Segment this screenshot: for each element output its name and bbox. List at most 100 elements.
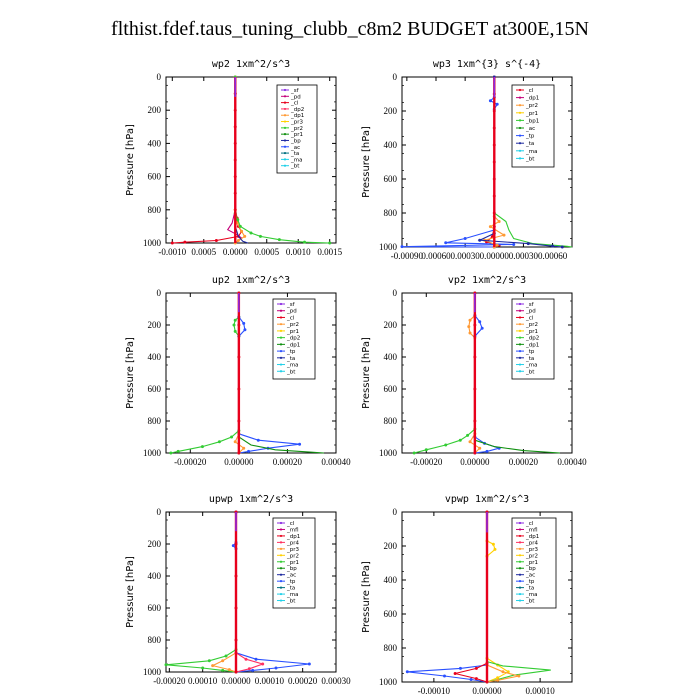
data-point bbox=[298, 442, 302, 446]
series-line bbox=[486, 512, 510, 683]
data-point bbox=[170, 241, 174, 245]
y-tick-label: 200 bbox=[384, 320, 398, 330]
data-point bbox=[512, 242, 516, 246]
chart-title: upwp 1xm^2/s^3 bbox=[209, 494, 293, 505]
legend-marker bbox=[283, 151, 287, 155]
x-tick-label: 0.00010 bbox=[526, 686, 556, 696]
data-point bbox=[274, 666, 278, 670]
x-tick-label: 0.00030 bbox=[321, 676, 351, 686]
legend-marker bbox=[518, 329, 522, 333]
data-point bbox=[236, 239, 240, 243]
legend-marker bbox=[518, 349, 522, 353]
data-point bbox=[463, 237, 467, 240]
legend-marker bbox=[279, 547, 283, 550]
legend-marker bbox=[283, 114, 287, 117]
y-axis-label: Pressure [hPa] bbox=[361, 337, 372, 409]
legend-box bbox=[272, 517, 316, 609]
legend-entry: _cl bbox=[525, 315, 534, 321]
data-point bbox=[496, 678, 500, 682]
legend-entry: _dp1 bbox=[290, 113, 304, 119]
chart-panel: wp3 1xm^{3} s^{-4} Pressure [hPa] 0 200 400 6… bbox=[361, 59, 573, 261]
legend-box bbox=[511, 298, 555, 380]
data-point bbox=[412, 451, 416, 455]
legend-entry: _pr2 bbox=[525, 322, 538, 328]
legend-entry: _dp2 bbox=[290, 107, 304, 113]
data-point bbox=[496, 676, 500, 680]
legend-entry: _sf bbox=[525, 302, 535, 308]
legend-marker bbox=[518, 134, 522, 137]
x-tick-label: 0.00060 bbox=[538, 251, 568, 261]
data-point bbox=[488, 99, 492, 103]
data-point bbox=[233, 318, 237, 322]
legend-box bbox=[511, 517, 557, 609]
data-point bbox=[467, 325, 471, 329]
legend-entry: _bt bbox=[286, 599, 296, 605]
legend-marker bbox=[518, 528, 522, 531]
data-point bbox=[258, 234, 262, 238]
y-axis-label: Pressure [hPa] bbox=[125, 556, 136, 628]
y-tick-label: 0 bbox=[393, 507, 398, 517]
legend-marker bbox=[518, 567, 522, 570]
data-point bbox=[232, 323, 236, 327]
plot-frame bbox=[165, 292, 337, 454]
legend-entry: _pd bbox=[290, 94, 301, 100]
legend-marker bbox=[279, 343, 283, 346]
data-point bbox=[242, 321, 246, 325]
legend-entry: _dp1 bbox=[286, 534, 300, 540]
data-point bbox=[444, 241, 448, 245]
y-tick-label: 1000 bbox=[379, 677, 398, 687]
x-tick-label: 0.0005 bbox=[191, 247, 216, 257]
data-point bbox=[469, 677, 473, 681]
legend-entry: _dp1 bbox=[525, 96, 539, 102]
chart-title: up2 1xm^2/s^3 bbox=[212, 275, 290, 286]
legend-marker bbox=[518, 580, 522, 583]
series-line bbox=[407, 512, 488, 683]
y-tick-label: 800 bbox=[148, 205, 162, 215]
legend-marker bbox=[518, 336, 522, 339]
y-axis-label: Pressure [hPa] bbox=[361, 126, 372, 198]
data-point bbox=[466, 433, 470, 437]
legend-marker bbox=[283, 133, 287, 136]
chart-title: wp3 1xm^{3} s^{-4} bbox=[433, 59, 541, 70]
data-point bbox=[468, 331, 472, 335]
legend-marker bbox=[279, 599, 283, 602]
legend-entry: _ta bbox=[525, 356, 534, 362]
legend-marker bbox=[279, 323, 283, 326]
legend-marker bbox=[279, 580, 283, 583]
x-tick-label: 0.00040 bbox=[557, 457, 587, 467]
y-tick-label: 400 bbox=[384, 575, 398, 585]
legend-entry: _pr2 bbox=[290, 126, 303, 132]
plot-frame bbox=[165, 76, 337, 244]
legend-entry: _ma bbox=[290, 157, 302, 163]
y-axis-label: Pressure [hPa] bbox=[361, 561, 372, 633]
legend-marker bbox=[283, 120, 287, 123]
data-point bbox=[247, 449, 251, 453]
data-point bbox=[328, 241, 332, 245]
legend-marker bbox=[279, 336, 283, 339]
legend-entry: _tp bbox=[525, 349, 535, 355]
legend-marker bbox=[279, 586, 283, 589]
data-point bbox=[551, 244, 555, 248]
legend-entry: _dp1 bbox=[286, 342, 300, 348]
y-tick-label: 200 bbox=[148, 320, 162, 330]
legend-marker bbox=[518, 573, 522, 576]
y-tick-label: 1000 bbox=[379, 448, 398, 458]
legend-entry: _pr1 bbox=[525, 111, 538, 117]
chart-panel: vp2 1xm^2/s^3 Pressure [hPa] 0 200 400 600 800… bbox=[361, 275, 587, 467]
legend-marker bbox=[283, 164, 287, 167]
legend-entry: _sf bbox=[286, 302, 296, 308]
data-point bbox=[517, 674, 521, 678]
data-point bbox=[443, 674, 446, 678]
y-tick-label: 600 bbox=[148, 384, 162, 394]
x-tick-label: 0.0005 bbox=[254, 247, 279, 257]
x-tick-label: -0.0010 bbox=[158, 247, 186, 257]
legend-entry: _dp1 bbox=[525, 534, 539, 540]
data-point bbox=[233, 440, 237, 444]
legend-entry: _bp bbox=[290, 138, 301, 144]
y-tick-label: 200 bbox=[384, 106, 398, 116]
y-tick-label: 200 bbox=[148, 539, 162, 549]
series-line bbox=[170, 293, 240, 454]
series-line bbox=[211, 512, 237, 673]
legend-marker bbox=[518, 309, 522, 312]
legend-box bbox=[276, 84, 318, 174]
